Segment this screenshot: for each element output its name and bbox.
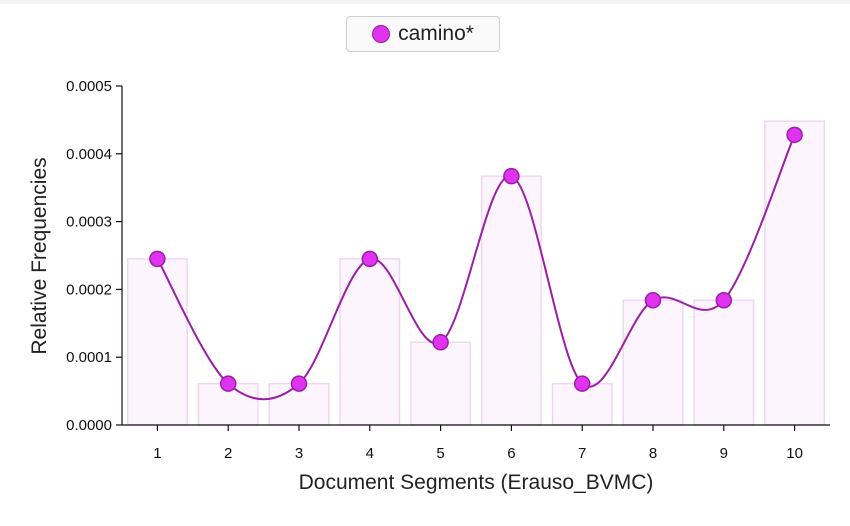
- points-layer: [149, 126, 803, 392]
- y-tick-label: 0.0002: [66, 281, 112, 298]
- x-tick-label: 3: [295, 445, 303, 462]
- legend-marker-icon: [372, 25, 391, 43]
- data-point-4[interactable]: [361, 250, 379, 268]
- x-tick-label: 2: [224, 445, 232, 462]
- data-point-3[interactable]: [290, 375, 308, 392]
- x-tick-label: 6: [507, 445, 515, 462]
- bar-9: [693, 299, 755, 426]
- x-tick-label: 4: [366, 445, 374, 462]
- x-tick-label: 9: [720, 445, 728, 462]
- legend-item-camino[interactable]: camino*: [346, 16, 500, 52]
- y-tick-label: 0.0005: [66, 78, 112, 95]
- x-tick-label: 5: [436, 445, 444, 462]
- y-tick-label: 0.0000: [66, 417, 112, 434]
- data-point-5[interactable]: [432, 334, 449, 351]
- x-axis-title: Document Segments (Erauso_BVMC): [299, 471, 654, 494]
- data-point-2[interactable]: [219, 375, 237, 392]
- data-point-7[interactable]: [573, 375, 591, 392]
- data-point-9[interactable]: [715, 291, 733, 309]
- x-tick-label: 10: [786, 445, 803, 462]
- data-point-8[interactable]: [644, 291, 662, 309]
- x-tick-label: 7: [578, 445, 586, 462]
- top-bar: [0, 0, 850, 4]
- y-tick-label: 0.0004: [66, 146, 112, 163]
- bar-6: [480, 175, 542, 426]
- y-axis: 0.0000 0.0001 0.0002 0.0003 0.0004 0.0005: [66, 78, 123, 434]
- bars-layer: [126, 120, 826, 426]
- bar-5: [410, 341, 472, 426]
- y-axis-title: Relative Frequencies: [28, 157, 51, 354]
- series-line: [156, 134, 796, 401]
- legend-label: camino*: [398, 22, 474, 45]
- data-point-1[interactable]: [149, 250, 166, 268]
- x-tick-label: 8: [649, 445, 657, 462]
- y-tick-label: 0.0001: [66, 349, 112, 366]
- x-tick-label: 1: [153, 445, 161, 462]
- data-point-10[interactable]: [786, 126, 803, 144]
- bar-8: [622, 299, 684, 426]
- bar-1: [126, 258, 188, 426]
- bar-10: [764, 120, 826, 426]
- y-tick-label: 0.0003: [66, 214, 112, 231]
- x-axis: 1 2 3 4 5 6 7 8 9 10: [122, 424, 830, 462]
- data-point-6[interactable]: [503, 167, 520, 185]
